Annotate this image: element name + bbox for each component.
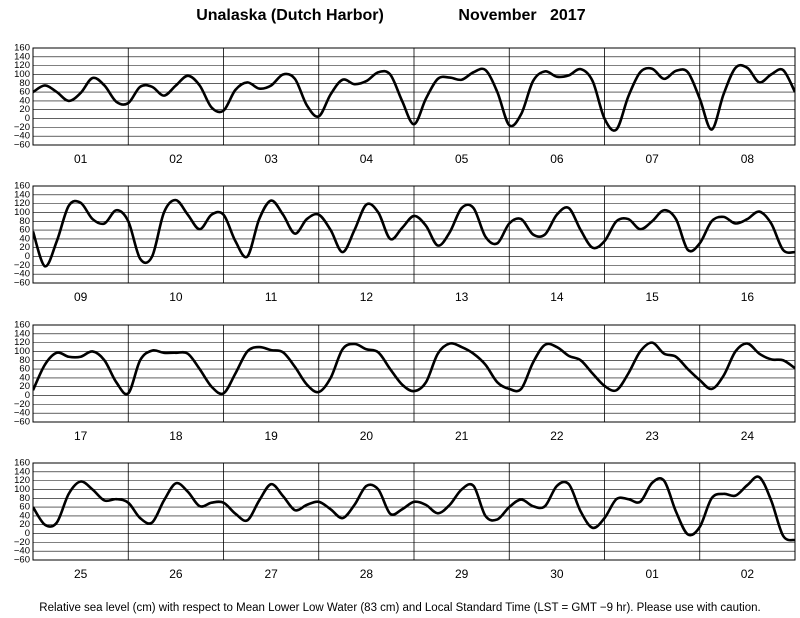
y-tick-label: 40 [19, 510, 30, 521]
y-tick-label: 140 [14, 328, 30, 339]
x-tick-label: 17 [74, 429, 88, 443]
y-tick-label: 80 [19, 78, 30, 89]
y-tick-label: −60 [14, 555, 30, 566]
y-tick-label: −60 [14, 417, 30, 428]
y-tick-label: 40 [19, 372, 30, 383]
x-tick-label: 08 [741, 152, 755, 166]
plot-frame [32, 47, 796, 146]
y-tick-label: 160 [14, 458, 30, 469]
y-tick-label: 80 [19, 493, 30, 504]
tide-line [33, 475, 795, 542]
y-tick-label: 100 [14, 69, 30, 80]
y-tick-label: 160 [14, 181, 30, 192]
x-tick-label: 01 [645, 567, 659, 581]
x-tick-label: 07 [645, 152, 659, 166]
plot-frame [32, 462, 796, 561]
x-tick-label: 15 [645, 290, 659, 304]
chart-title: Unalaska (Dutch Harbor) [196, 7, 384, 24]
x-tick-label: 02 [169, 152, 183, 166]
y-tick-label: 20 [19, 104, 30, 115]
x-tick-label: 26 [169, 567, 183, 581]
y-tick-label: 0 [25, 390, 30, 401]
y-tick-label: 60 [19, 87, 30, 98]
x-tick-label: 14 [550, 290, 564, 304]
x-tick-label: 09 [74, 290, 88, 304]
y-tick-label: 120 [14, 337, 30, 348]
y-tick-label: 100 [14, 207, 30, 218]
y-tick-label: −40 [14, 131, 30, 142]
x-tick-label: 24 [741, 429, 755, 443]
y-tick-label: −20 [14, 260, 30, 271]
y-tick-label: 100 [14, 346, 30, 357]
y-tick-label: 60 [19, 364, 30, 375]
y-tick-label: −60 [14, 140, 30, 151]
x-tick-label: 21 [455, 429, 469, 443]
x-tick-label: 22 [550, 429, 564, 443]
x-tick-label: 10 [169, 290, 183, 304]
y-tick-label: 20 [19, 242, 30, 253]
x-tick-label: 11 [265, 290, 278, 304]
y-tick-label: 0 [25, 251, 30, 262]
x-tick-label: 23 [645, 429, 659, 443]
y-tick-label: 140 [14, 466, 30, 477]
y-tick-label: −60 [14, 278, 30, 289]
y-tick-label: 120 [14, 475, 30, 486]
x-tick-label: 05 [455, 152, 469, 166]
tide-line [33, 63, 795, 132]
y-tick-label: 160 [14, 43, 30, 54]
y-tick-label: 0 [25, 113, 30, 124]
x-tick-label: 04 [360, 152, 374, 166]
y-tick-label: −20 [14, 399, 30, 410]
footnote: Relative sea level (cm) with respect to … [39, 602, 760, 614]
y-tick-label: 80 [19, 355, 30, 366]
x-tick-label: 18 [169, 429, 183, 443]
x-tick-label: 12 [360, 290, 374, 304]
tide-line [33, 341, 795, 396]
y-tick-label: −40 [14, 269, 30, 280]
x-tick-label: 25 [74, 567, 88, 581]
x-tick-label: 02 [741, 567, 755, 581]
y-tick-label: 160 [14, 320, 30, 331]
y-tick-label: 60 [19, 502, 30, 513]
x-tick-label: 29 [455, 567, 469, 581]
x-tick-label: 01 [74, 152, 88, 166]
x-tick-label: 30 [550, 567, 564, 581]
y-tick-label: 20 [19, 381, 30, 392]
chart-period: November 2017 [458, 7, 585, 24]
x-tick-label: 19 [264, 429, 278, 443]
y-tick-label: 80 [19, 216, 30, 227]
x-tick-label: 16 [741, 290, 755, 304]
tide-line [33, 198, 795, 268]
y-tick-label: 120 [14, 198, 30, 209]
x-tick-label: 13 [455, 290, 469, 304]
y-tick-label: 40 [19, 95, 30, 106]
y-tick-label: 120 [14, 60, 30, 71]
y-tick-label: 40 [19, 233, 30, 244]
x-tick-label: 03 [264, 152, 278, 166]
y-tick-label: −20 [14, 122, 30, 133]
y-tick-label: 100 [14, 484, 30, 495]
y-tick-label: −20 [14, 537, 30, 548]
x-tick-label: 27 [264, 567, 278, 581]
y-tick-label: 0 [25, 528, 30, 539]
y-tick-label: 60 [19, 225, 30, 236]
y-tick-label: 20 [19, 519, 30, 530]
plot-frame [32, 324, 796, 423]
y-tick-label: 140 [14, 189, 30, 200]
y-tick-label: −40 [14, 408, 30, 419]
x-tick-label: 06 [550, 152, 564, 166]
y-tick-label: 140 [14, 51, 30, 62]
y-tick-label: −40 [14, 546, 30, 557]
x-tick-label: 28 [360, 567, 374, 581]
x-tick-label: 20 [360, 429, 374, 443]
